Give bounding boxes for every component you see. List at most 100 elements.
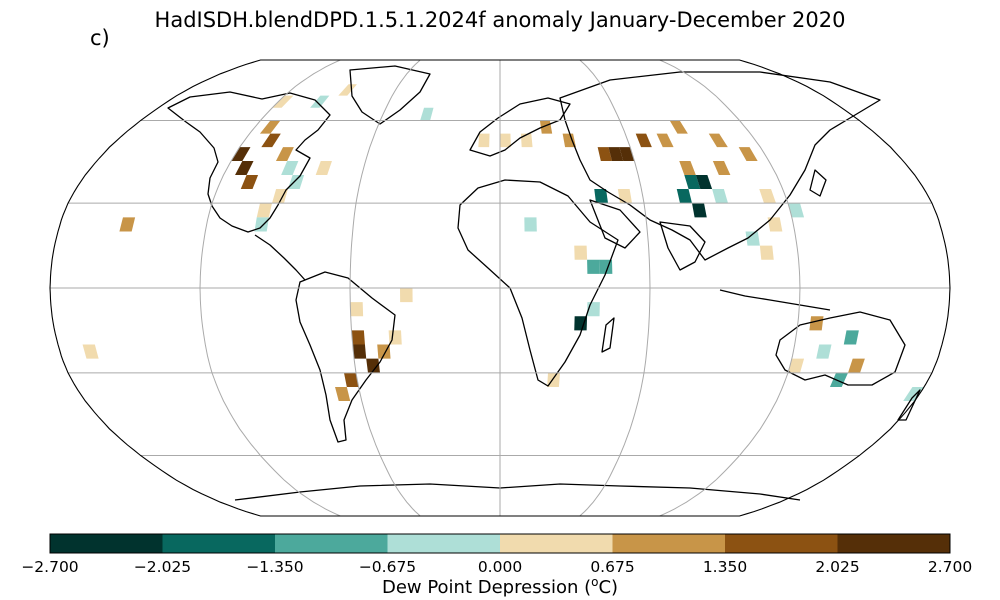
anomaly-cell xyxy=(738,147,758,161)
colorbar-box xyxy=(612,534,726,553)
anomaly-cell xyxy=(275,147,294,161)
anomaly-cell xyxy=(338,84,357,96)
anomaly-cell xyxy=(310,95,330,108)
anomaly-cell xyxy=(712,189,728,204)
coastlines xyxy=(167,65,921,501)
colorbar-box xyxy=(500,534,613,553)
anomaly-cell xyxy=(759,245,774,260)
colorbar-box xyxy=(387,534,501,553)
colorbar-tick-label: 1.350 xyxy=(702,558,748,576)
anomaly-cell xyxy=(684,174,701,190)
anomaly-cell xyxy=(272,95,294,108)
anomaly-cell xyxy=(520,133,533,148)
anomaly-cell xyxy=(315,160,332,175)
anomaly-cell xyxy=(767,217,783,232)
anomaly-cell xyxy=(587,259,600,274)
coastline-greenland xyxy=(349,65,431,125)
anomaly-cell xyxy=(676,189,692,204)
colorbar-label-prefix: Dew Point Depression ( xyxy=(381,577,592,598)
anomaly-cell xyxy=(240,174,259,190)
map-title: HadISDH.blendDPD.1.5.1.2024f anomaly Jan… xyxy=(154,8,846,32)
coastline-central-america xyxy=(254,234,306,281)
anomaly-cell xyxy=(816,344,832,359)
anomaly-cell xyxy=(82,344,99,359)
anomaly-cell xyxy=(335,386,351,402)
coastline-new-zealand xyxy=(897,389,921,421)
coastline-indonesia xyxy=(719,289,831,311)
coastline-asia xyxy=(559,71,881,261)
anomaly-cell xyxy=(712,160,731,175)
anomaly-cell xyxy=(669,120,688,134)
anomaly-cell xyxy=(500,133,511,148)
colorbar-box xyxy=(162,534,276,553)
anomaly-cell xyxy=(352,344,367,359)
anomaly-cell xyxy=(344,372,359,387)
anomaly-cell xyxy=(287,174,305,190)
anomaly-cell xyxy=(788,358,805,373)
anomaly-cell xyxy=(281,160,299,175)
coastline-india xyxy=(659,221,706,271)
anomaly-cells xyxy=(82,84,925,402)
anomaly-cell xyxy=(400,288,413,303)
anomaly-cell xyxy=(235,160,254,175)
anomaly-cell xyxy=(366,358,380,373)
anomaly-cell xyxy=(231,147,251,161)
anomaly-cell xyxy=(848,358,865,373)
colorbar-tick-label: −2.700 xyxy=(21,558,79,576)
colorbar-label: Dew Point Depression (oC) xyxy=(0,575,1000,598)
colorbar-tick-label: 0.675 xyxy=(590,558,635,576)
coastline-madagascar xyxy=(601,317,615,353)
colorbar-boxes xyxy=(50,534,951,553)
coastline-south-america xyxy=(295,271,396,443)
colorbar-box xyxy=(725,534,838,553)
colorbar-tick-label: −1.350 xyxy=(246,558,304,576)
coastline-africa xyxy=(457,179,619,387)
colorbar-tick-label: −2.025 xyxy=(133,558,192,576)
colorbar-tick-label: 2.700 xyxy=(927,558,973,576)
colorbar-frame xyxy=(49,533,951,554)
anomaly-cell xyxy=(574,245,588,260)
colorbar-tick-label: 2.025 xyxy=(815,558,860,576)
anomaly-cell xyxy=(597,147,613,161)
anomaly-cell xyxy=(562,133,576,148)
map-outline xyxy=(49,59,951,517)
anomaly-cell xyxy=(708,133,728,148)
anomaly-cell xyxy=(256,203,272,218)
anomaly-cell xyxy=(259,120,281,134)
anomaly-cell xyxy=(119,217,136,232)
colorbar-box xyxy=(50,534,163,553)
anomaly-cell xyxy=(843,330,859,345)
anomaly-cell xyxy=(420,107,434,121)
coastline-antarctica xyxy=(234,483,801,501)
anomaly-cell xyxy=(635,133,652,148)
anomaly-cell xyxy=(619,147,635,161)
anomaly-cell xyxy=(656,133,674,148)
colorbar-label-degree: o xyxy=(591,575,599,589)
anomaly-cell xyxy=(608,147,624,161)
anomaly-cell xyxy=(692,203,707,218)
colorbar-tick-label: −0.675 xyxy=(358,558,417,576)
anomaly-cell xyxy=(524,217,537,232)
colorbar-box xyxy=(275,534,388,553)
panel-label: c) xyxy=(90,26,110,50)
coastline-north-america xyxy=(167,91,331,233)
anomaly-cell xyxy=(695,174,713,190)
coastline-arabia xyxy=(589,199,641,249)
anomaly-cell xyxy=(745,231,760,246)
anomaly-cell xyxy=(679,160,696,175)
anomaly-cell xyxy=(788,203,805,218)
graticule xyxy=(50,59,950,517)
anomaly-cell xyxy=(829,372,848,387)
anomaly-cell xyxy=(759,189,776,204)
colorbar-label-suffix: C) xyxy=(598,577,619,598)
coastline-japan xyxy=(809,169,827,197)
anomaly-cell xyxy=(478,133,490,148)
colorbar-tick-label: 0.000 xyxy=(477,558,523,576)
anomaly-cell xyxy=(350,302,364,317)
anomaly-cell xyxy=(574,316,588,331)
anomaly-cell xyxy=(261,133,281,148)
colorbar-box xyxy=(837,534,951,553)
anomaly-cell xyxy=(594,189,608,204)
